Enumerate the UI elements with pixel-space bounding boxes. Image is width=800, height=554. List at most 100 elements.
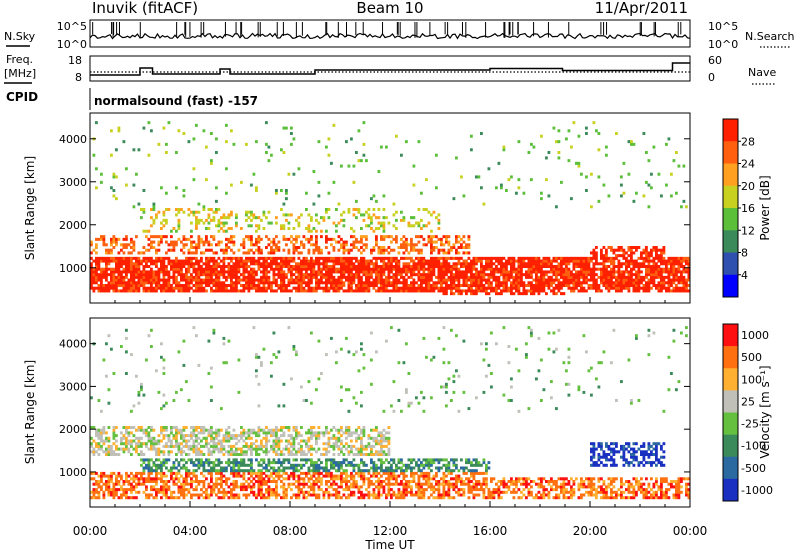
- heatmap-cell: [442, 262, 446, 266]
- heatmap-cell: [325, 235, 328, 239]
- heatmap-cell: [545, 156, 548, 160]
- heatmap-cell: [220, 461, 223, 465]
- heatmap-cell: [265, 488, 268, 492]
- heatmap-cell: [377, 208, 381, 212]
- heatmap-cell: [127, 431, 131, 435]
- heatmap-cell: [130, 496, 133, 500]
- heatmap-cell: [237, 248, 241, 252]
- heatmap-cell: [230, 248, 233, 252]
- heatmap-cell: [235, 275, 238, 279]
- heatmap-cell: [197, 436, 201, 440]
- heatmap-cell: [120, 345, 123, 348]
- heatmap-cell: [340, 267, 343, 271]
- heatmap-cell: [595, 284, 598, 288]
- heatmap-cell: [447, 235, 451, 239]
- heatmap-cell: [517, 262, 521, 266]
- heatmap-cell: [635, 281, 638, 285]
- heatmap-cell: [145, 428, 148, 432]
- heatmap-cell: [405, 256, 408, 260]
- heatmap-cell: [272, 243, 276, 247]
- heatmap-cell: [162, 235, 166, 239]
- heatmap-cell: [102, 474, 106, 478]
- heatmap-cell: [207, 442, 211, 446]
- heatmap-cell: [547, 194, 551, 198]
- heatmap-cell: [400, 281, 403, 285]
- heatmap-cell: [110, 267, 113, 271]
- heatmap-cell: [192, 137, 196, 141]
- heatmap-cell: [550, 275, 553, 279]
- heatmap-cell: [595, 256, 598, 260]
- heatmap-cell: [680, 273, 683, 277]
- heatmap-cell: [605, 278, 608, 282]
- heatmap-cell: [407, 221, 411, 225]
- heatmap-cell: [100, 235, 103, 239]
- heatmap-cell: [172, 490, 176, 494]
- heatmap-cell: [205, 458, 208, 462]
- heatmap-cell: [480, 256, 483, 260]
- heatmap-cell: [215, 482, 218, 486]
- heatmap-cell: [252, 259, 256, 263]
- heatmap-cell: [237, 453, 241, 456]
- heatmap-cell: [347, 281, 351, 285]
- heatmap-cell: [292, 278, 296, 282]
- heatmap-cell: [275, 191, 278, 195]
- heatmap-cell: [325, 259, 328, 263]
- heatmap-cell: [157, 466, 161, 470]
- heatmap-cell: [490, 286, 493, 290]
- heatmap-cell: [212, 262, 216, 266]
- heatmap-cell: [167, 281, 171, 285]
- heatmap-cell: [167, 259, 171, 263]
- heatmap-cell: [545, 270, 548, 274]
- heatmap-cell: [492, 270, 496, 274]
- heatmap-cell: [520, 267, 523, 271]
- heatmap-cell: [110, 286, 113, 290]
- heatmap-cell: [467, 246, 471, 250]
- heatmap-cell: [560, 256, 563, 260]
- heatmap-cell: [307, 278, 311, 282]
- heatmap-cell: [167, 286, 171, 290]
- heatmap-cell: [270, 246, 273, 250]
- heatmap-cell: [167, 270, 171, 274]
- heatmap-cell: [180, 248, 183, 252]
- heatmap-cell: [565, 273, 568, 277]
- heatmap-cell: [170, 426, 173, 429]
- heatmap-cell: [242, 284, 246, 288]
- heatmap-cell: [677, 278, 681, 282]
- heatmap-cell: [597, 199, 601, 203]
- heatmap-cell: [280, 281, 283, 285]
- heatmap-cell: [240, 431, 243, 435]
- heatmap-cell: [327, 259, 331, 263]
- heatmap-cell: [380, 256, 383, 260]
- heatmap-cell: [462, 281, 466, 285]
- heatmap-cell: [547, 286, 551, 290]
- heatmap-cell: [170, 439, 173, 443]
- heatmap-cell: [610, 281, 613, 285]
- heatmap-cell: [155, 248, 158, 252]
- heatmap-cell: [277, 265, 281, 269]
- heatmap-cell: [320, 275, 323, 279]
- heatmap-cell: [575, 270, 578, 274]
- heatmap-cell: [277, 286, 281, 290]
- heatmap-cell: [117, 496, 121, 500]
- heatmap-cell: [112, 237, 116, 241]
- heatmap-cell: [225, 265, 228, 269]
- heatmap-cell: [375, 267, 378, 271]
- heatmap-cell: [605, 275, 608, 279]
- heatmap-cell: [177, 210, 181, 214]
- heatmap-cell: [92, 259, 96, 263]
- heatmap-cell: [462, 246, 466, 250]
- heatmap-cell: [475, 273, 478, 277]
- heatmap-cell: [687, 270, 691, 274]
- heatmap-cell: [220, 240, 223, 244]
- heatmap-cell: [347, 270, 351, 274]
- heatmap-cell: [285, 213, 288, 217]
- heatmap-cell: [595, 286, 598, 290]
- heatmap-cell: [687, 278, 691, 282]
- heatmap-cell: [222, 286, 226, 290]
- heatmap-cell: [247, 265, 251, 269]
- heatmap-cell: [667, 286, 671, 290]
- heatmap-cell: [152, 205, 156, 209]
- heatmap-cell: [652, 145, 656, 149]
- heatmap-cell: [610, 284, 613, 288]
